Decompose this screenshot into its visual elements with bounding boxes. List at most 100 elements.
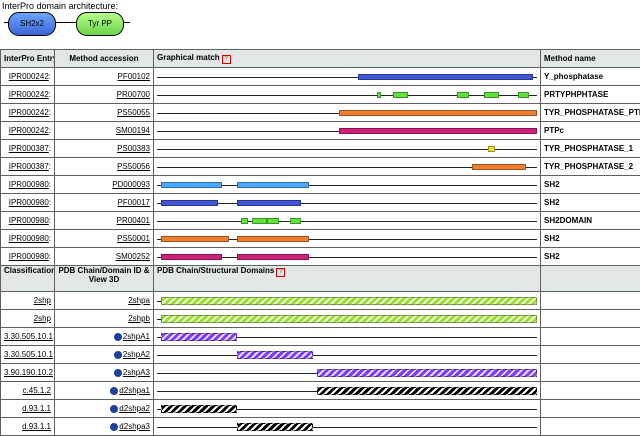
interpro-entry-link[interactable]: IPR000980 — [9, 252, 49, 261]
help-icon[interactable]: ? — [276, 268, 285, 277]
method-accession-link[interactable]: PS50055 — [117, 108, 150, 117]
classification-link[interactable]: 2shp — [34, 314, 51, 323]
match-bar[interactable] — [237, 200, 302, 206]
pdb-id-link[interactable]: 2shpb — [128, 314, 150, 323]
view-3d-icon[interactable] — [110, 387, 118, 395]
pdb-id-link[interactable]: d2shpa2 — [119, 404, 150, 413]
view-3d-icon[interactable] — [110, 405, 118, 413]
classification-link[interactable]: c.45.1.2 — [23, 386, 51, 395]
structure-domain-bar[interactable] — [161, 333, 237, 341]
classification-link[interactable]: d.93.1.1 — [22, 422, 51, 431]
interpro-entry-link[interactable]: IPR000980 — [9, 180, 49, 189]
match-bar[interactable] — [339, 128, 537, 134]
pdb-id-link[interactable]: d2shpa3 — [119, 422, 150, 431]
structure-domain-bar[interactable] — [161, 405, 237, 413]
interpro-entry-link[interactable]: IPR000387 — [9, 162, 49, 171]
method-accession-cell: PS50055 — [55, 104, 154, 122]
view-3d-icon[interactable] — [114, 369, 122, 377]
interpro-entry-link[interactable]: IPR000242 — [9, 72, 49, 81]
header-row: InterPro Entry Method accession Graphica… — [1, 50, 640, 68]
structure-domain-bar[interactable] — [237, 351, 313, 359]
match-bar[interactable] — [358, 74, 533, 80]
pdb-id-link[interactable]: 2shpA1 — [123, 332, 150, 341]
pdb-row: d.93.1.1 d2shpa3 — [1, 418, 640, 436]
method-accession-link[interactable]: SM00252 — [116, 252, 150, 261]
method-accession-link[interactable]: PF00102 — [118, 72, 150, 81]
graphical-match-cell — [154, 122, 541, 140]
classification-link[interactable]: 3.30.505.10.1 — [4, 350, 53, 359]
pdb-id-link[interactable]: 2shpA3 — [123, 368, 150, 377]
domain-pill-sh2[interactable]: SH2x2 — [8, 12, 56, 36]
match-bar[interactable] — [457, 92, 468, 98]
classification-link[interactable]: 2shp — [34, 296, 51, 305]
match-bar[interactable] — [237, 182, 309, 188]
col-pdb-chain-domain-id: PDB Chain/Domain ID & View 3D — [55, 266, 154, 292]
view-3d-icon[interactable] — [114, 333, 122, 341]
interpro-entry-cell: IPR000387: — [1, 140, 55, 158]
col-graphical-match: Graphical match? — [154, 50, 541, 68]
interpro-entry-link[interactable]: IPR000980 — [9, 216, 49, 225]
match-bar[interactable] — [267, 218, 278, 224]
graphical-match-cell — [154, 248, 541, 266]
match-bar[interactable] — [488, 146, 496, 152]
method-name-cell: Y_phosphatase — [541, 68, 640, 86]
method-accession-link[interactable]: SM00194 — [116, 126, 150, 135]
graphical-match-cell — [154, 382, 541, 400]
interpro-entry-link[interactable]: IPR000980 — [9, 198, 49, 207]
interpro-entry-link[interactable]: IPR000242 — [9, 126, 49, 135]
pdb-row: 3.30.505.10.1 2shpA1 — [1, 328, 640, 346]
interpro-entry-cell: IPR000980: — [1, 176, 55, 194]
interpro-entry-link[interactable]: IPR000242 — [9, 108, 49, 117]
view-3d-icon[interactable] — [114, 351, 122, 359]
interpro-entry-link[interactable]: IPR000980 — [9, 234, 49, 243]
view-3d-icon[interactable] — [110, 423, 118, 431]
graphical-match-cell — [154, 158, 541, 176]
structure-domain-bar[interactable] — [161, 315, 537, 323]
pdb-row: 2shp 2shpb — [1, 310, 640, 328]
graphical-match-cell — [154, 310, 541, 328]
method-accession-link[interactable]: PS50056 — [117, 162, 150, 171]
interpro-entry-link[interactable]: IPR000242 — [9, 90, 49, 99]
pdb-id-link[interactable]: 2shpA2 — [123, 350, 150, 359]
match-bar[interactable] — [237, 236, 309, 242]
help-icon[interactable]: ? — [222, 55, 231, 64]
method-accession-link[interactable]: PR00700 — [117, 90, 150, 99]
interpro-entry-cell: IPR000242: — [1, 122, 55, 140]
structure-domain-bar[interactable] — [317, 369, 537, 377]
match-bar[interactable] — [290, 218, 301, 224]
match-bar[interactable] — [484, 92, 499, 98]
method-accession-link[interactable]: PD000093 — [112, 180, 150, 189]
method-accession-link[interactable]: PS50001 — [117, 234, 150, 243]
match-bar[interactable] — [161, 182, 222, 188]
method-accession-cell: PS00383 — [55, 140, 154, 158]
classification-link[interactable]: 3.90.190.10.2 — [4, 368, 53, 377]
classification-link[interactable]: d.93.1.1 — [22, 404, 51, 413]
col-empty — [541, 266, 640, 292]
match-bar[interactable] — [518, 92, 529, 98]
match-bar[interactable] — [161, 254, 222, 260]
interpro-entry-link[interactable]: IPR000387 — [9, 144, 49, 153]
match-bar[interactable] — [241, 218, 249, 224]
empty-cell — [541, 328, 640, 346]
col-pdb-structural-domains: PDB Chain/Structural Domains? — [154, 266, 541, 292]
match-bar[interactable] — [161, 200, 218, 206]
match-bar[interactable] — [252, 218, 267, 224]
method-accession-link[interactable]: PF00017 — [118, 198, 150, 207]
pdb-id-link[interactable]: 2shpa — [128, 296, 150, 305]
match-bar[interactable] — [237, 254, 309, 260]
method-accession-link[interactable]: PR00401 — [117, 216, 150, 225]
structure-domain-bar[interactable] — [161, 297, 537, 305]
domain-pill-tyr-pp[interactable]: Tyr PP — [76, 12, 124, 36]
match-bar[interactable] — [339, 110, 537, 116]
classification-link[interactable]: 3.30.505.10.1 — [4, 332, 53, 341]
pdb-id-link[interactable]: d2shpa1 — [119, 386, 150, 395]
method-accession-link[interactable]: PS00383 — [117, 144, 150, 153]
match-bar[interactable] — [472, 164, 525, 170]
match-bar[interactable] — [161, 236, 229, 242]
structure-domain-bar[interactable] — [317, 387, 537, 395]
structure-domain-bar[interactable] — [237, 423, 313, 431]
match-bar[interactable] — [393, 92, 408, 98]
match-bar[interactable] — [377, 92, 381, 98]
